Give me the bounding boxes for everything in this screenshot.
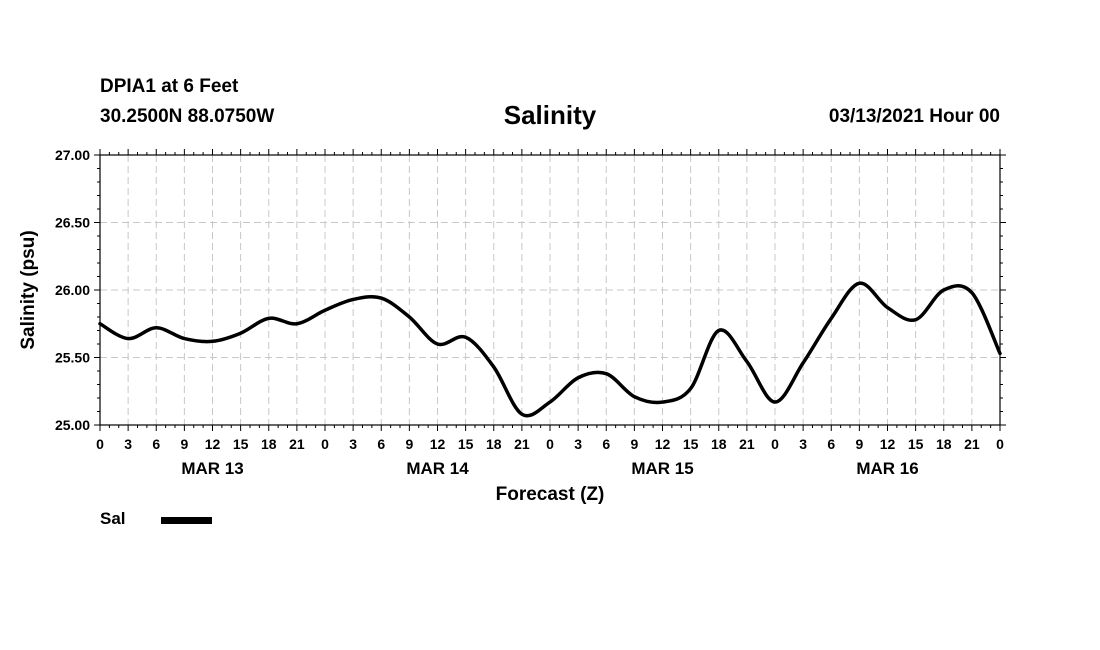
x-tick-label: 0 bbox=[996, 436, 1004, 452]
x-tick-label: 12 bbox=[430, 436, 446, 452]
data-point bbox=[857, 281, 861, 285]
x-tick-label: 18 bbox=[711, 436, 727, 452]
x-axis-label: Forecast (Z) bbox=[496, 484, 605, 505]
x-tick-label: 6 bbox=[152, 436, 160, 452]
x-tick-label: 0 bbox=[96, 436, 104, 452]
grid-lines bbox=[100, 155, 1000, 425]
data-point bbox=[745, 360, 749, 363]
x-tick-label: 9 bbox=[855, 436, 863, 452]
x-tick-label: 3 bbox=[349, 436, 357, 452]
data-point bbox=[998, 352, 1002, 355]
axes bbox=[94, 149, 1006, 431]
legend-swatch bbox=[161, 517, 212, 524]
data-point bbox=[492, 365, 496, 369]
x-tick-label: 18 bbox=[936, 436, 952, 452]
x-tick-label: 0 bbox=[321, 436, 329, 452]
x-tick-label: 3 bbox=[799, 436, 807, 452]
data-point bbox=[773, 400, 777, 404]
x-tick-label: 3 bbox=[574, 436, 582, 452]
data-point bbox=[576, 376, 580, 380]
series-layer bbox=[98, 281, 1002, 418]
x-tick-label: 18 bbox=[261, 436, 277, 452]
x-tick-label: 0 bbox=[771, 436, 779, 452]
x-tick-label: 21 bbox=[514, 436, 530, 452]
date-label: MAR 14 bbox=[406, 459, 469, 478]
x-tick-label: 3 bbox=[124, 436, 132, 452]
x-tick-label: 15 bbox=[233, 436, 249, 452]
x-tick-label: 0 bbox=[546, 436, 554, 452]
data-point bbox=[351, 298, 355, 301]
data-point bbox=[154, 326, 158, 330]
data-point bbox=[436, 342, 439, 346]
data-point bbox=[661, 400, 664, 404]
axis-labels: Salinity (psu) Forecast (Z) 25.00 25.50 26… bbox=[18, 147, 1004, 505]
data-point bbox=[464, 335, 468, 339]
data-point bbox=[211, 339, 214, 343]
y-tick-label: 27.00 bbox=[55, 147, 90, 163]
x-tick-label: 12 bbox=[880, 436, 896, 452]
data-point bbox=[520, 412, 524, 416]
data-point bbox=[548, 400, 552, 404]
data-point bbox=[689, 387, 693, 390]
data-point bbox=[98, 322, 102, 326]
x-tick-label: 15 bbox=[908, 436, 924, 452]
data-point bbox=[942, 288, 946, 292]
x-tick-label: 15 bbox=[683, 436, 699, 452]
legend-label: Sal bbox=[100, 509, 126, 528]
data-point bbox=[886, 306, 889, 309]
data-point bbox=[914, 318, 918, 322]
x-tick-label: 9 bbox=[630, 436, 638, 452]
x-tick-label: 21 bbox=[964, 436, 980, 452]
x-tick-label: 21 bbox=[289, 436, 305, 452]
data-point bbox=[267, 316, 271, 320]
station-coordinates: 30.2500N 88.0750W bbox=[100, 106, 275, 127]
y-tick-label: 25.00 bbox=[55, 417, 90, 433]
data-point bbox=[379, 296, 383, 300]
data-point bbox=[407, 315, 411, 319]
date-label: MAR 16 bbox=[856, 459, 918, 478]
x-tick-label: 18 bbox=[486, 436, 502, 452]
data-point bbox=[717, 329, 721, 332]
x-tick-label: 6 bbox=[602, 436, 610, 452]
y-tick-label: 25.50 bbox=[55, 350, 90, 366]
forecast-datetime: 03/13/2021 Hour 00 bbox=[828, 106, 1000, 127]
data-point bbox=[604, 372, 608, 376]
date-label: MAR 13 bbox=[181, 459, 243, 478]
x-tick-label: 9 bbox=[180, 436, 188, 452]
x-tick-label: 9 bbox=[405, 436, 413, 452]
data-point bbox=[970, 291, 974, 295]
data-point bbox=[126, 337, 130, 340]
data-point bbox=[182, 337, 186, 340]
data-point bbox=[295, 322, 299, 326]
data-point bbox=[632, 395, 636, 399]
y-tick-label: 26.00 bbox=[55, 282, 90, 298]
x-tick-label: 6 bbox=[827, 436, 835, 452]
y-axis-label: Salinity (psu) bbox=[18, 230, 39, 349]
chart-title: Salinity bbox=[503, 100, 597, 130]
x-tick-label: 12 bbox=[655, 436, 671, 452]
y-tick-label: 26.50 bbox=[55, 215, 90, 231]
data-point bbox=[829, 316, 833, 320]
data-point bbox=[323, 308, 327, 312]
date-label: MAR 15 bbox=[631, 459, 693, 478]
data-point bbox=[239, 331, 243, 335]
data-point bbox=[801, 361, 805, 365]
x-tick-label: 6 bbox=[377, 436, 385, 452]
station-name: DPIA1 at 6 Feet bbox=[100, 76, 239, 97]
x-tick-label: 15 bbox=[458, 436, 474, 452]
x-tick-label: 12 bbox=[205, 436, 221, 452]
x-tick-label: 21 bbox=[739, 436, 755, 452]
